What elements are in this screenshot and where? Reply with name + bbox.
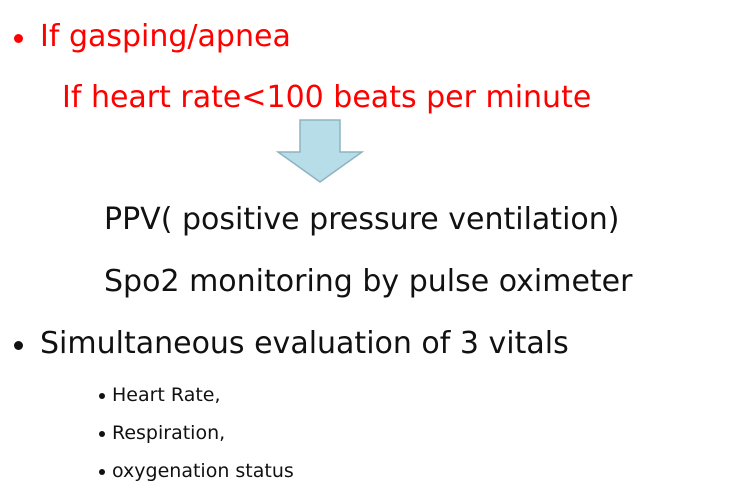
action: Spo2 monitoring by pulse oximeter xyxy=(104,264,633,299)
sub-bullet xyxy=(99,469,105,475)
sub-bullet xyxy=(99,393,105,399)
sub-bullet xyxy=(99,431,105,437)
bullet xyxy=(14,341,23,350)
vital: Respiration, xyxy=(112,422,226,444)
vital: Heart Rate, xyxy=(112,384,221,406)
vital: oxygenation status xyxy=(112,460,294,482)
down-arrow xyxy=(275,119,365,183)
bullet xyxy=(14,34,23,43)
top-bullet: If gasping/apnea xyxy=(40,19,291,54)
action: PPV( positive pressure ventilation) xyxy=(104,202,620,237)
condition: If heart rate<100 beats per minute xyxy=(62,80,592,115)
main-bullet: Simultaneous evaluation of 3 vitals xyxy=(40,326,569,361)
